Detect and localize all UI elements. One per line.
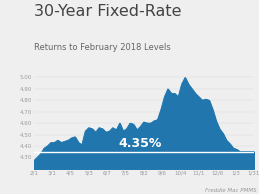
Text: 30-Year Fixed-Rate: 30-Year Fixed-Rate	[34, 4, 181, 19]
Text: Returns to February 2018 Levels: Returns to February 2018 Levels	[34, 43, 170, 52]
Text: 4.35%: 4.35%	[118, 137, 162, 150]
Text: Freddie Mac PMMS: Freddie Mac PMMS	[205, 188, 256, 193]
